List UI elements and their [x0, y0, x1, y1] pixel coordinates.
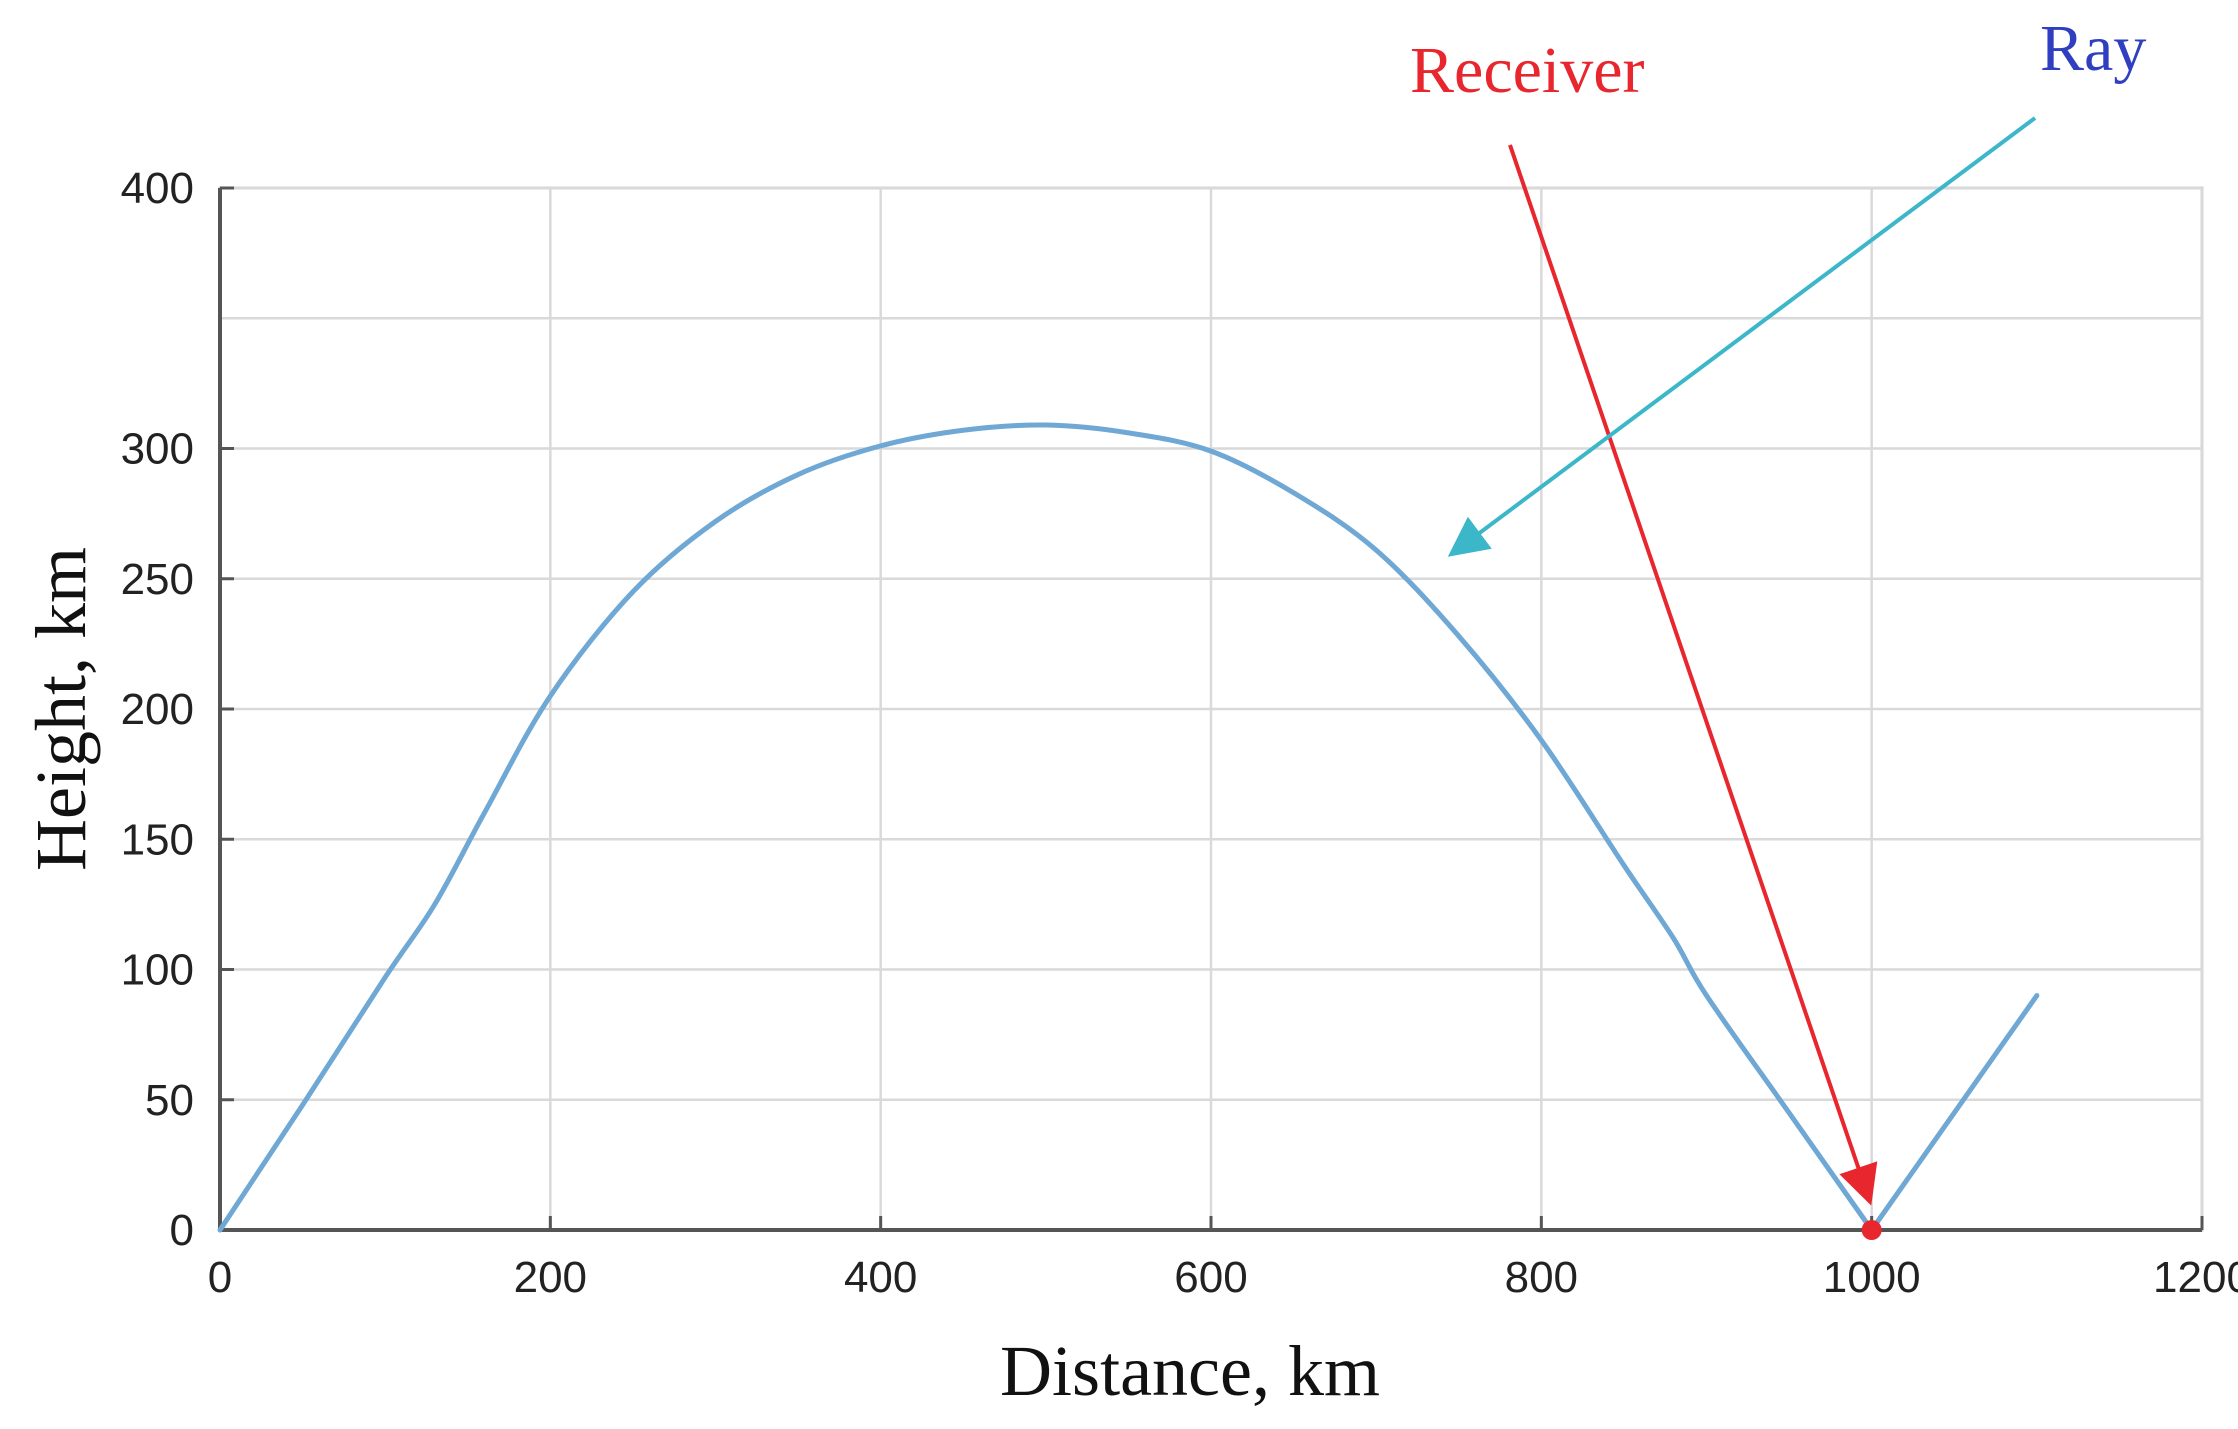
y-axis-title: Height, km	[21, 547, 101, 871]
y-tick-label-400: 400	[121, 164, 194, 213]
annotations: Receiver Ray	[1410, 12, 2146, 1206]
x-tick-label-200: 200	[514, 1253, 587, 1302]
x-tick-label-600: 600	[1174, 1253, 1247, 1302]
receiver-marker	[1861, 1220, 1882, 1240]
y-tick-label-250: 250	[121, 555, 194, 604]
y-tick-label-50: 50	[145, 1076, 194, 1125]
y-tick-label-0: 0	[170, 1206, 194, 1255]
y-tick-label-300: 300	[121, 425, 194, 474]
receiver-label: Receiver	[1410, 34, 1645, 107]
x-tick-label-1000: 1000	[1823, 1253, 1921, 1302]
receiver-arrow	[1508, 144, 1878, 1206]
ray-series-line	[217, 422, 2040, 1233]
ray-label: Ray	[2040, 12, 2146, 85]
y-tick-label-200: 200	[121, 685, 194, 734]
y-tick-label-150: 150	[121, 815, 194, 864]
series	[217, 422, 2040, 1240]
x-tick-label-0: 0	[208, 1253, 232, 1302]
ray-arrow	[1447, 116, 2037, 557]
y-tick-label-100: 100	[121, 946, 194, 995]
x-tick-label-800: 800	[1505, 1253, 1578, 1302]
x-tick-label-400: 400	[844, 1253, 917, 1302]
x-axis-title: Distance, km	[1000, 1331, 1380, 1411]
